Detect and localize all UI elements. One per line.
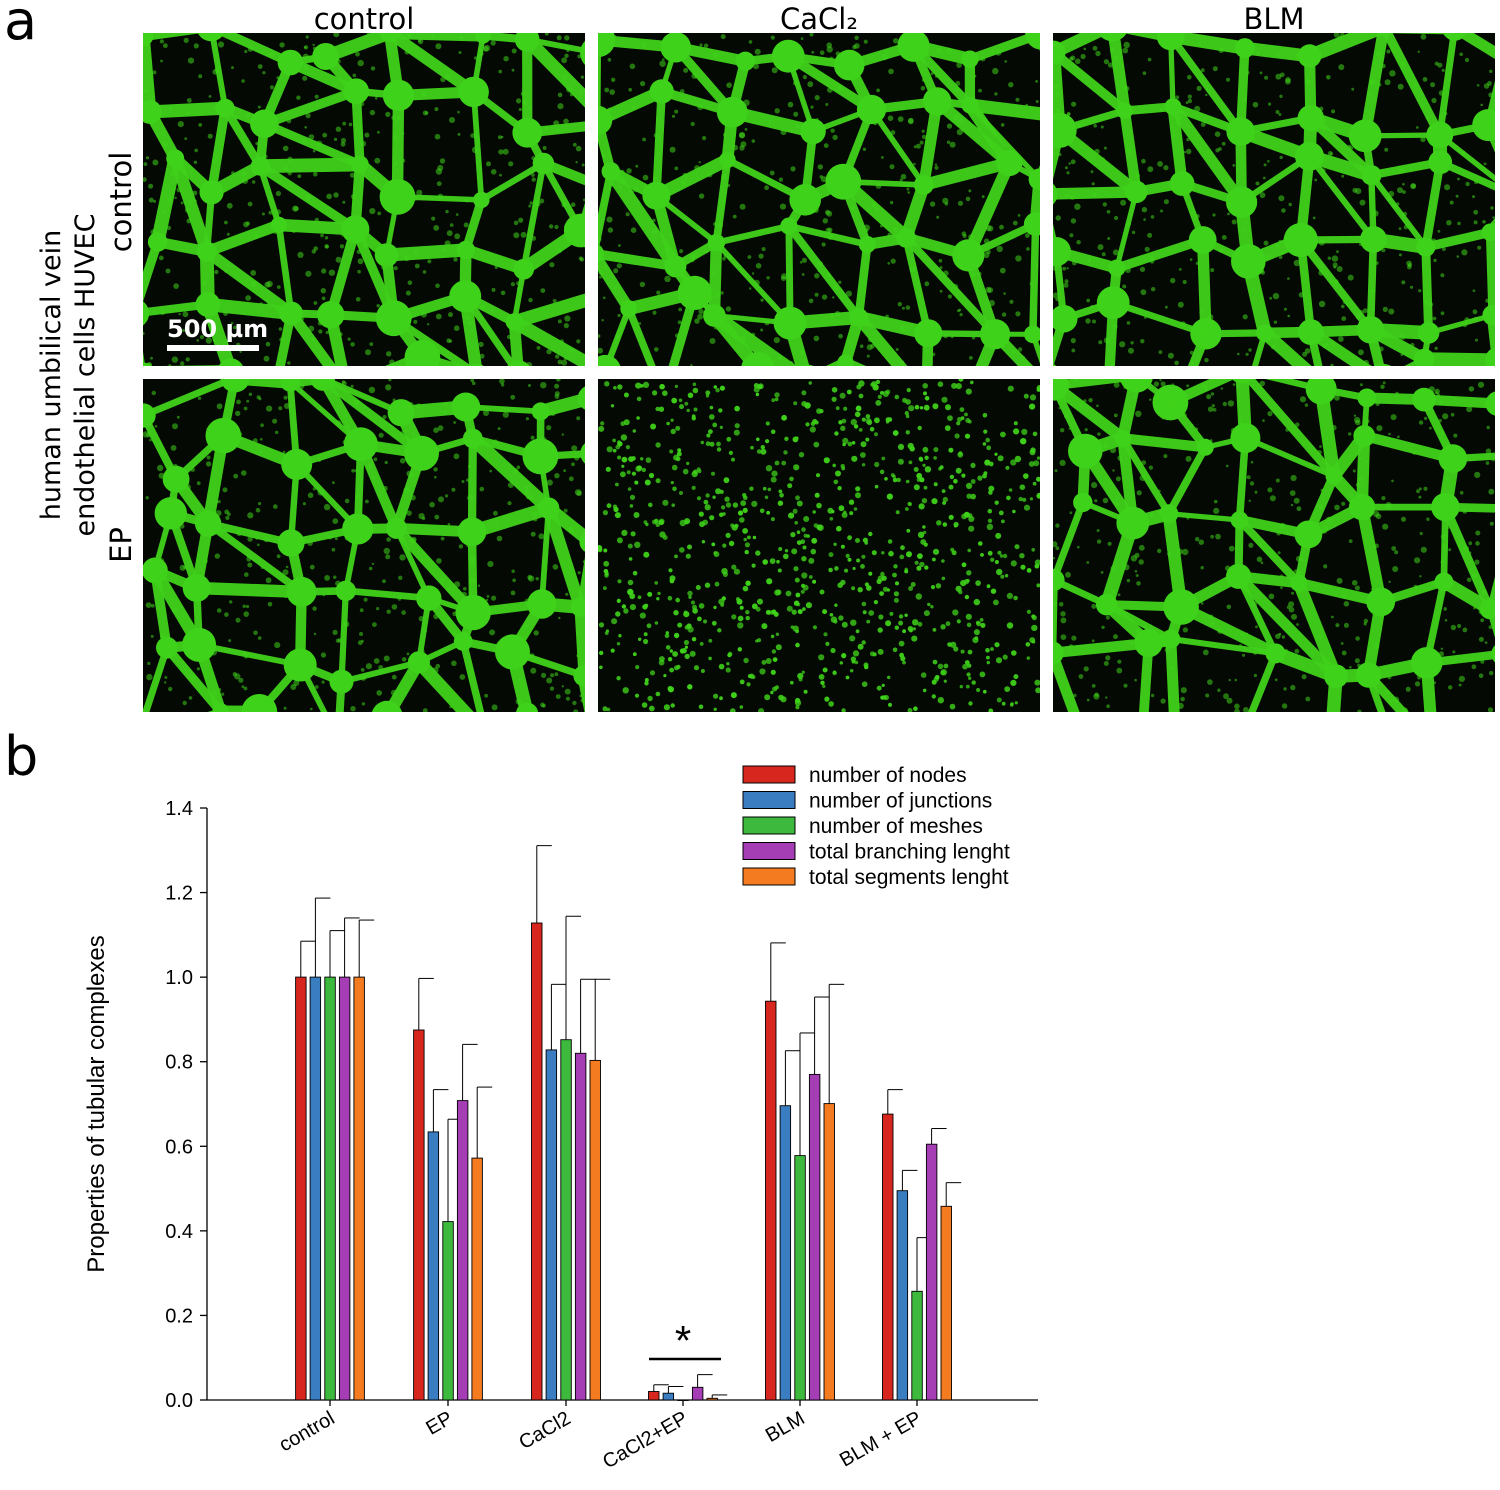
bar	[309, 976, 322, 1401]
bar	[808, 1073, 821, 1401]
micrograph-texture	[598, 379, 1040, 712]
micrograph-cacl2-ep	[598, 379, 1040, 712]
bar	[662, 1392, 675, 1401]
scale-bar-label: 500 µm	[167, 315, 269, 343]
legend-label: number of nodes	[809, 764, 967, 787]
bar	[574, 1052, 587, 1401]
bar	[338, 976, 351, 1401]
y-axis-title: Properties of tubular complexes	[83, 935, 110, 1273]
bar	[545, 1049, 558, 1401]
bar	[765, 1000, 777, 1401]
bar	[823, 1103, 835, 1401]
x-tick-label: CaCl2+EP	[599, 1407, 691, 1473]
bar	[589, 1059, 601, 1401]
x-tick-label: BLM	[762, 1407, 809, 1447]
micrograph-texture	[143, 33, 585, 366]
cell-type-label-line2: endothelial cells HUVEC	[70, 213, 101, 537]
column-title-control: control	[313, 2, 415, 36]
bar-chart: Properties of tubular complexes 0.0 0.2 0.…	[83, 764, 1038, 1473]
legend-swatch	[742, 867, 796, 886]
bar	[471, 1157, 483, 1401]
micrograph-blm-ep	[1053, 379, 1495, 712]
micrograph-texture	[598, 33, 1040, 366]
micrograph-texture	[143, 379, 585, 712]
scale-bar-line	[167, 345, 259, 351]
bar	[324, 976, 336, 1401]
micrograph-blm-control	[1053, 33, 1495, 366]
micrograph-texture	[1053, 33, 1495, 366]
micrograph-control-ep	[143, 379, 585, 712]
bar	[353, 976, 365, 1401]
row-label-ep: EP	[104, 527, 138, 563]
x-tick-label: CaCl2	[515, 1407, 574, 1454]
x-tick-label: BLM + EP	[836, 1407, 925, 1471]
y-tick-label: 0.4	[165, 1221, 193, 1243]
micrograph-texture	[1053, 379, 1495, 712]
bar	[456, 1100, 469, 1401]
panel-b-letter: b	[4, 725, 39, 788]
y-tick-label: 1.0	[165, 967, 193, 989]
legend-label: number of junctions	[809, 790, 992, 813]
bar	[896, 1190, 909, 1401]
y-tick-label: 0.8	[165, 1052, 193, 1074]
bar	[413, 1029, 425, 1401]
bar	[706, 1397, 718, 1401]
scale-bar: 500 µm	[167, 315, 268, 351]
legend-label: total segments lenght	[809, 866, 1009, 889]
bar	[427, 1131, 440, 1401]
bar	[691, 1386, 704, 1401]
bar	[911, 1290, 923, 1401]
bar	[794, 1155, 806, 1401]
bar	[295, 976, 307, 1401]
cell-type-label: human umbilical vein endothelial cells H…	[35, 175, 105, 575]
y-tick-label: 0.0	[165, 1390, 193, 1412]
panel-a-letter: a	[4, 0, 38, 52]
micrograph-control-control: 500 µm	[143, 33, 585, 366]
column-title-cacl2: CaCl₂	[780, 2, 858, 36]
y-tick-label: 1.2	[165, 883, 193, 905]
bar	[442, 1221, 454, 1401]
row-label-control: control	[104, 151, 138, 253]
x-tick-label: EP	[422, 1407, 456, 1439]
y-tick-label: 1.4	[165, 798, 193, 820]
legend-swatch	[742, 842, 796, 860]
legend-swatch	[742, 765, 796, 784]
bar	[560, 1039, 572, 1401]
y-tick-label: 0.6	[165, 1136, 193, 1158]
bar	[882, 1113, 894, 1401]
legend-label: total branching lenght	[809, 841, 1010, 864]
legend-label: number of meshes	[809, 815, 983, 838]
bar	[925, 1143, 938, 1401]
legend-swatch	[742, 816, 796, 835]
column-title-blm: BLM	[1243, 2, 1305, 36]
x-tick-label: control	[276, 1407, 339, 1456]
legend-swatch	[742, 791, 796, 809]
bar	[531, 922, 543, 1401]
significance-star: *	[675, 1317, 691, 1364]
y-tick-label: 0.2	[165, 1305, 193, 1327]
bar	[779, 1105, 792, 1401]
micrograph-cacl2-control	[598, 33, 1040, 366]
bar	[940, 1205, 952, 1401]
bar	[648, 1391, 660, 1401]
cell-type-label-line1: human umbilical vein	[36, 229, 67, 521]
